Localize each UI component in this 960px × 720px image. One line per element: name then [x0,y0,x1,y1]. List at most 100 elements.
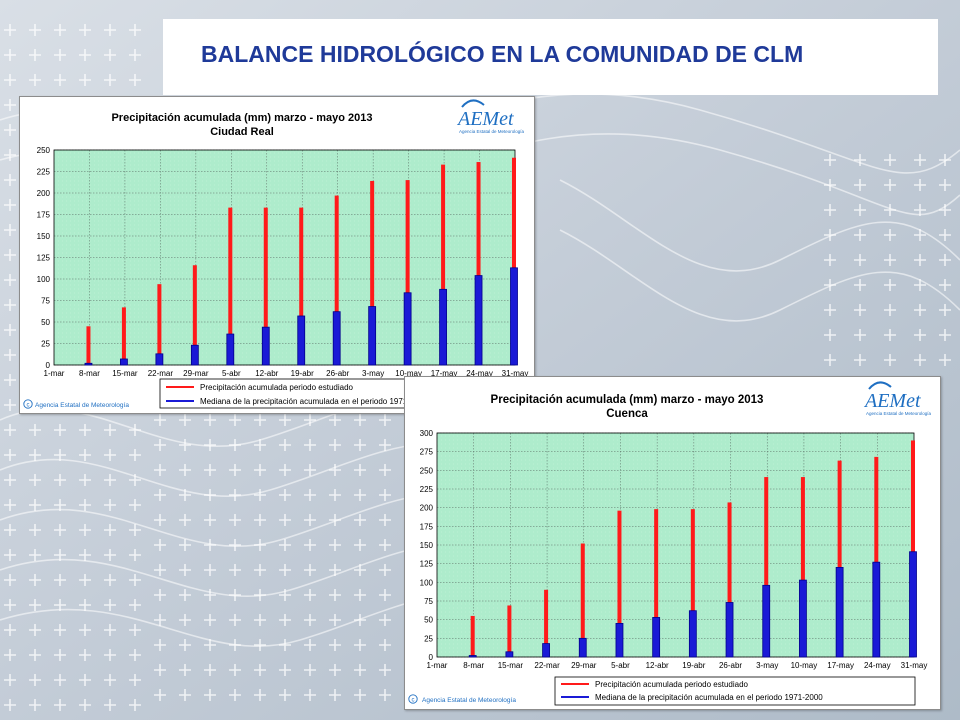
plus-mark [129,549,141,561]
plus-mark [79,449,91,461]
plus-mark [254,539,266,551]
plus-mark [914,279,926,291]
plus-mark [914,154,926,166]
chart-ciudad-real: Precipitación acumulada (mm) marzo - may… [23,99,529,409]
plus-mark [204,439,216,451]
plus-mark [79,699,91,711]
plus-mark [4,74,16,86]
plus-mark [854,179,866,191]
plus-mark [104,524,116,536]
plus-mark [154,639,166,651]
x-tick-label: 29-mar [183,369,209,378]
bar-studied [334,195,339,365]
plus-mark [914,229,926,241]
plus-mark [154,539,166,551]
x-tick-label: 3-may [756,661,778,670]
plus-mark [79,649,91,661]
y-tick-label: 150 [420,541,434,550]
plus-mark [104,49,116,61]
bar-studied [470,615,475,657]
plus-mark [304,539,316,551]
plus-mark [29,24,41,36]
plus-mark [54,699,66,711]
plus-mark [129,599,141,611]
plus-mark [4,474,16,486]
bar-studied [512,157,516,365]
aemet-logo-subtext: Agencia Estatal de Meteorología [459,129,525,134]
copyright-icon [23,399,33,409]
bar-studied [800,477,805,657]
plus-mark [129,24,141,36]
plus-mark [229,689,241,701]
plus-mark [154,564,166,576]
plus-mark [4,524,16,536]
plus-mark [4,499,16,511]
bar-studied [580,543,585,657]
plus-mark [254,564,266,576]
x-tick-label: 24-may [864,661,891,670]
plus-mark [179,539,191,551]
bar-median [297,315,306,366]
plus-mark [4,174,16,186]
bar-studied [617,510,622,657]
plus-mark [129,699,141,711]
plus-mark [914,329,926,341]
plus-mark [884,179,896,191]
plus-mark [354,689,366,701]
plus-mark [204,464,216,476]
plus-mark [4,24,16,36]
plus-mark [824,304,836,316]
copyright-icon [408,694,418,704]
plus-mark [279,464,291,476]
plus-mark [204,614,216,626]
bar-median [725,602,734,658]
y-tick-label: 275 [420,448,434,457]
plus-mark [4,399,16,411]
plus-mark [129,574,141,586]
plus-mark [79,49,91,61]
plus-mark [824,204,836,216]
plus-mark [104,674,116,686]
x-tick-label: 19-abr [291,369,314,378]
plus-mark [29,699,41,711]
plus-mark [54,74,66,86]
plus-mark [229,639,241,651]
plus-mark [204,589,216,601]
bar-median [578,637,587,658]
bar-studied [192,265,197,365]
slide-title: BALANCE HIDROLÓGICO EN LA COMUNIDAD DE C… [201,41,804,67]
y-tick-label: 125 [37,254,51,263]
plus-mark [104,499,116,511]
plus-mark [54,499,66,511]
plus-mark [884,354,896,366]
plus-mark [379,589,391,601]
plus-mark [939,204,951,216]
x-tick-label: 12-abr [255,369,278,378]
plus-mark [79,524,91,536]
bar-studied [690,509,695,657]
plus-mark [179,639,191,651]
plus-mark [824,154,836,166]
plus-mark [129,449,141,461]
y-tick-label: 25 [41,340,50,349]
chart-panel-cuenca: Precipitación acumulada (mm) marzo - may… [404,376,941,710]
bar-studied [370,180,375,365]
plus-mark [229,539,241,551]
y-tick-label: 250 [420,466,434,475]
plus-mark [29,474,41,486]
plus-mark [279,514,291,526]
x-tick-label: 15-mar [112,369,138,378]
plus-mark [329,614,341,626]
plus-mark [329,689,341,701]
plus-mark [279,414,291,426]
bar-studied [727,502,732,657]
plus-mark [104,599,116,611]
plus-mark [4,424,16,436]
plus-mark [379,639,391,651]
chart-subtitle: Ciudad Real [210,126,274,138]
x-tick-label: 31-may [502,369,529,378]
plus-mark [254,689,266,701]
plus-mark [329,439,341,451]
y-tick-label: 25 [424,634,433,643]
plus-mark [329,639,341,651]
